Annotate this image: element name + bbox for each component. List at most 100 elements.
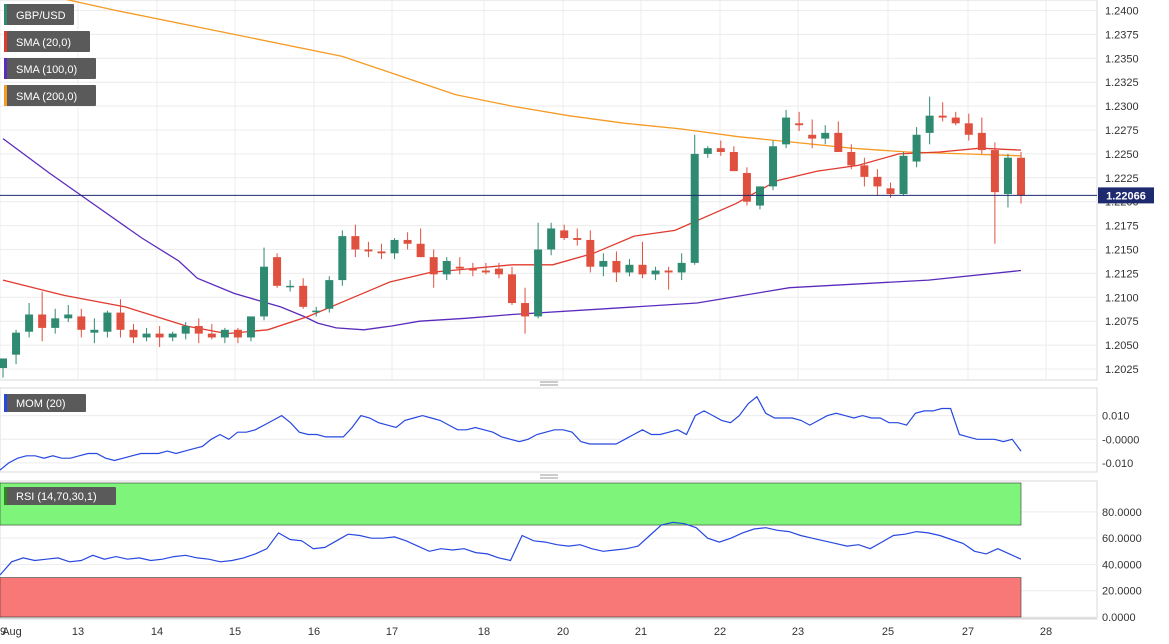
legend-label: SMA (20,0): [16, 37, 71, 49]
price-tick-label: 1.2075: [1105, 316, 1139, 328]
time-tick-label: 22: [714, 626, 726, 638]
candle-body: [899, 155, 908, 195]
candle-body: [194, 325, 203, 334]
legend-swatch: [4, 4, 7, 25]
rsi-line: [0, 521, 1022, 576]
panel-divider-mom[interactable]: [540, 381, 558, 386]
candle-body: [90, 329, 99, 333]
candle-body: [782, 117, 791, 145]
legend-label: SMA (200,0): [16, 91, 77, 103]
candle-body: [299, 285, 308, 307]
candle-body: [573, 238, 582, 240]
candle-body: [338, 236, 347, 281]
momentum-panel: 0.010 -0.0000 -0.010 MOM (20): [0, 387, 1139, 473]
price-tick-label: 1.2325: [1105, 77, 1139, 89]
price-tick-label: 1.2125: [1105, 268, 1139, 280]
candle-body: [246, 316, 255, 338]
legend-label: GBP/USD: [16, 10, 66, 22]
time-tick-label: 21: [635, 626, 647, 638]
mom-axis-labels: 0.010 -0.0000 -0.010: [1102, 411, 1139, 470]
last-price-tag: 1.22066: [1098, 187, 1154, 204]
candle-body: [938, 115, 947, 118]
mom-label: MOM (20): [16, 398, 66, 410]
candle-body: [521, 303, 530, 317]
panel-divider-rsi[interactable]: [540, 474, 558, 479]
candle-body: [677, 262, 686, 273]
price-tick-label: 1.2300: [1105, 101, 1139, 113]
candle-body: [155, 333, 164, 338]
legend-item[interactable]: GBP/USD: [4, 4, 74, 25]
price-tick-label: 1.2250: [1105, 149, 1139, 161]
mom-legend: MOM (20): [4, 394, 86, 412]
candle-body: [990, 150, 999, 193]
candle-body: [1003, 157, 1012, 195]
price-gridlines: [0, 10, 1097, 370]
time-tick-label: 28: [1040, 626, 1052, 638]
candle-body: [703, 148, 712, 154]
candle-body: [325, 280, 334, 309]
mom-tick-label: 0.010: [1102, 411, 1130, 423]
candle-body: [560, 230, 569, 239]
legend-item[interactable]: SMA (20,0): [4, 31, 90, 52]
candle-body: [951, 117, 960, 124]
time-tick-label: 27: [962, 626, 974, 638]
candle-body: [638, 264, 647, 275]
time-axis: Aug 13 14 15 16 17 18 20 21 22 23 25 27 28 29: [0, 618, 1097, 638]
price-panel: 1.2400 1.2375 1.2350 1.2325 1.2300 1.2275 1.22…: [0, 0, 1154, 618]
candle-body: [233, 329, 242, 338]
legend-swatch: [4, 58, 7, 79]
candle-body: [25, 314, 34, 332]
candles: [0, 96, 1025, 378]
time-tick-label: Aug: [2, 626, 22, 638]
time-tick-label: 14: [151, 626, 163, 638]
legend-label: SMA (100,0): [16, 64, 77, 76]
candle-body: [508, 274, 516, 304]
price-tick-label: 1.2225: [1105, 173, 1139, 185]
candle-body: [312, 310, 321, 313]
candle-body: [142, 333, 151, 338]
price-tick-label: 1.2350: [1105, 53, 1139, 65]
candle-body: [429, 257, 438, 275]
candle-body: [181, 325, 190, 334]
time-tick-label: 18: [478, 626, 490, 638]
candle-body: [925, 115, 934, 133]
price-tick-label: 1.2050: [1105, 340, 1139, 352]
candle-body: [586, 239, 595, 267]
rsi-tick-label: 40.0000: [1102, 559, 1142, 571]
legend-item[interactable]: SMA (100,0): [4, 58, 96, 79]
candle-body: [547, 228, 556, 250]
sma200-line: [65, 0, 1022, 157]
legend: GBP/USD SMA (20,0) SMA (100,0) SMA (200,0): [4, 4, 96, 106]
price-tick-label: 1.2275: [1105, 125, 1139, 137]
candle-body: [168, 333, 177, 338]
time-tick-label: 25: [882, 626, 894, 638]
rsi-legend: RSI (14,70,30,1): [4, 487, 116, 505]
candle-body: [377, 251, 386, 254]
rsi-tick-label: 60.0000: [1102, 533, 1142, 545]
time-tick-label: 20: [557, 626, 569, 638]
candle-body: [690, 153, 699, 263]
legend-item[interactable]: SMA (200,0): [4, 85, 96, 106]
candle-body: [468, 268, 477, 271]
mom-tick-label: -0.010: [1102, 458, 1133, 470]
candle-body: [716, 148, 725, 152]
legend-item-bg: [4, 58, 96, 79]
candle-body: [351, 236, 360, 250]
legend-item-bg: [4, 85, 96, 106]
candle-body: [0, 358, 7, 369]
candle-body: [821, 132, 830, 139]
rsi-label: RSI (14,70,30,1): [16, 491, 97, 503]
rsi-oversold-zone: [0, 577, 1022, 618]
candle-body: [886, 188, 895, 195]
candle-body: [364, 249, 373, 252]
price-axis-labels: 1.2400 1.2375 1.2350 1.2325 1.2300 1.2275 1.22…: [1105, 6, 1139, 377]
candle-body: [795, 123, 804, 126]
candle-body: [912, 134, 921, 162]
candle-body: [38, 314, 47, 328]
mom-line: [0, 395, 1022, 471]
candle-body: [534, 249, 543, 317]
time-tick-label: 15: [229, 626, 241, 638]
rsi-tick-label: 80.0000: [1102, 507, 1142, 519]
legend-item-bg: [4, 4, 74, 25]
rsi-panel: 80.0000 60.0000 40.0000 20.0000 0.0000 RSI (…: [0, 480, 1142, 624]
